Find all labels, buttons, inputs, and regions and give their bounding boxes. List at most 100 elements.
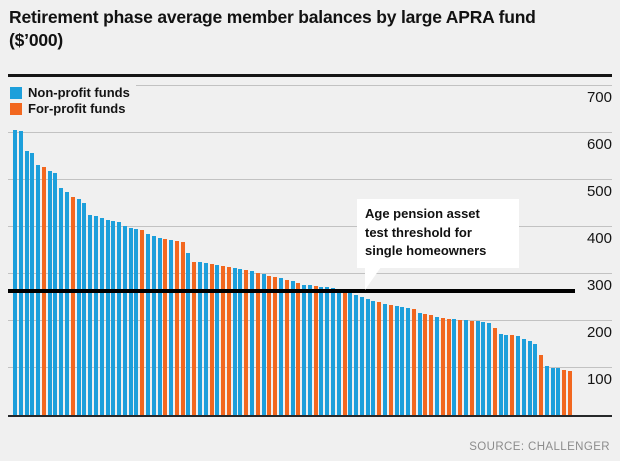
- bar-for-profit: [510, 335, 515, 415]
- for-profit-swatch-icon: [10, 103, 22, 115]
- legend-item-for-profit: For-profit funds: [10, 101, 130, 117]
- bar-non-profit: [302, 284, 307, 415]
- bar-non-profit: [122, 226, 127, 415]
- y-tick-label-600: 600: [586, 136, 612, 154]
- bar-non-profit: [18, 131, 23, 415]
- gridline-600: [8, 132, 612, 134]
- bar-non-profit: [487, 323, 492, 415]
- bar-non-profit: [186, 253, 191, 415]
- bar-non-profit: [406, 307, 411, 415]
- bar-for-profit: [244, 270, 249, 415]
- bar-non-profit: [24, 151, 29, 415]
- source-label: SOURCE: CHALLENGER: [469, 441, 610, 453]
- bar-non-profit: [325, 287, 330, 415]
- bar-non-profit: [238, 269, 243, 415]
- bar-for-profit: [70, 197, 75, 415]
- bar-for-profit: [221, 265, 226, 415]
- legend-label: For-profit funds: [28, 101, 126, 116]
- bar-non-profit: [278, 278, 283, 415]
- bar-non-profit: [515, 336, 520, 415]
- bar-for-profit: [140, 230, 145, 415]
- bar-non-profit: [93, 215, 98, 415]
- bar-non-profit: [463, 320, 468, 415]
- legend-label: Non-profit funds: [28, 85, 130, 100]
- bar-non-profit: [475, 321, 480, 415]
- bar-non-profit: [290, 281, 295, 415]
- bar-for-profit: [313, 286, 318, 415]
- bar-for-profit: [296, 283, 301, 415]
- bar-non-profit: [307, 285, 312, 415]
- bar-non-profit: [13, 129, 17, 415]
- bar-non-profit: [134, 229, 139, 415]
- bar-for-profit: [267, 275, 272, 415]
- bar-non-profit: [544, 366, 549, 415]
- threshold-line: [8, 288, 575, 293]
- bar-non-profit: [105, 220, 110, 415]
- bar-non-profit: [169, 240, 174, 415]
- bar-non-profit: [99, 218, 104, 415]
- bar-non-profit: [261, 274, 266, 415]
- bar-non-profit: [215, 264, 220, 415]
- bar-for-profit: [568, 370, 572, 415]
- bars-container: [13, 77, 573, 415]
- bar-non-profit: [498, 334, 503, 415]
- bar-non-profit: [521, 339, 526, 415]
- bar-non-profit: [117, 222, 122, 415]
- bar-for-profit: [539, 355, 544, 415]
- bar-for-profit: [446, 318, 451, 415]
- gridline-300: [8, 273, 612, 275]
- bar-non-profit: [250, 271, 255, 415]
- bar-non-profit: [435, 316, 440, 415]
- bar-non-profit: [151, 235, 156, 415]
- non-profit-swatch-icon: [10, 87, 22, 99]
- bar-for-profit: [440, 317, 445, 415]
- bar-non-profit: [394, 306, 399, 415]
- bar-for-profit: [226, 266, 231, 415]
- bar-for-profit: [209, 263, 214, 415]
- bar-non-profit: [550, 367, 555, 415]
- bar-for-profit: [429, 315, 434, 415]
- bar-for-profit: [388, 305, 393, 415]
- gridline-700: [8, 85, 612, 87]
- bar-for-profit: [469, 320, 474, 415]
- bar-non-profit: [59, 188, 64, 415]
- y-tick-label-200: 200: [586, 324, 612, 342]
- y-tick-label-400: 400: [586, 230, 612, 248]
- annotation-callout: Age pension asset test threshold for sin…: [357, 199, 519, 290]
- bar-for-profit: [492, 328, 497, 415]
- bar-non-profit: [527, 341, 532, 415]
- bar-non-profit: [336, 289, 341, 415]
- chart-title: Retirement phase average member balances…: [9, 7, 536, 50]
- annotation-text: single homeowners: [365, 243, 487, 258]
- legend: Non-profit funds For-profit funds: [8, 83, 136, 119]
- bar-for-profit: [163, 239, 168, 415]
- bar-for-profit: [180, 242, 185, 415]
- bar-for-profit: [423, 314, 428, 415]
- bar-for-profit: [342, 290, 347, 415]
- top-rule: [8, 74, 612, 77]
- plot-area: Non-profit funds For-profit funds Age pe…: [8, 77, 612, 417]
- bar-non-profit: [82, 202, 87, 415]
- gridline-400: [8, 226, 612, 228]
- bar-for-profit: [411, 309, 416, 415]
- bar-non-profit: [359, 297, 364, 415]
- bar-non-profit: [383, 303, 387, 415]
- y-tick-label-500: 500: [586, 183, 612, 201]
- bar-non-profit: [319, 286, 324, 415]
- bar-non-profit: [354, 295, 359, 415]
- bar-non-profit: [111, 221, 116, 415]
- bar-non-profit: [47, 170, 52, 415]
- bar-for-profit: [255, 272, 260, 415]
- bar-non-profit: [198, 262, 202, 415]
- bar-for-profit: [458, 319, 463, 415]
- bar-non-profit: [348, 292, 353, 415]
- annotation-text: Age pension asset: [365, 206, 480, 221]
- annotation-text: test threshold for: [365, 224, 472, 240]
- bar-non-profit: [556, 368, 561, 415]
- bar-non-profit: [76, 199, 81, 415]
- bar-for-profit: [174, 241, 179, 415]
- bar-non-profit: [533, 344, 538, 415]
- bar-for-profit: [192, 261, 197, 415]
- legend-item-non-profit: Non-profit funds: [10, 85, 130, 101]
